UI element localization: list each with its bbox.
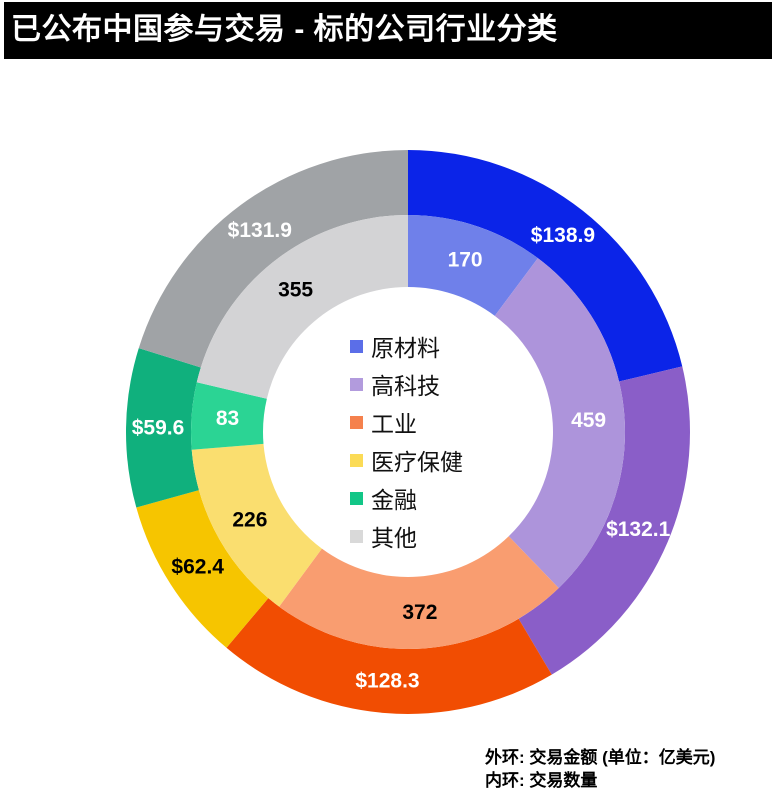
outer-ring-label-其他: $131.9	[228, 219, 292, 242]
outer-ring-segment-原材料	[408, 149, 683, 382]
outer-ring-segment-金融	[126, 348, 201, 508]
outer-ring-label-原材料: $138.9	[531, 224, 595, 247]
legend-swatch-原材料	[350, 339, 363, 353]
title-bar: 已公布中国参与交易 - 标的公司行业分类	[4, 2, 772, 59]
outer-ring-segment-高科技	[518, 366, 691, 675]
outer-ring-label-高科技: $132.1	[606, 518, 671, 541]
legend-item-金融: 金融	[350, 479, 510, 517]
outer-ring-segment-工业	[226, 598, 552, 714]
outer-ring-label-金融: $59.6	[132, 417, 185, 440]
inner-ring-segment-高科技	[494, 258, 626, 589]
inner-ring-segment-工业	[279, 536, 559, 650]
legend-label: 其他	[371, 525, 417, 551]
legend-label: 医疗保健	[371, 449, 463, 475]
legend-swatch-金融	[350, 491, 363, 505]
legend-label: 高科技	[371, 373, 440, 399]
legend-item-高科技: 高科技	[350, 365, 510, 403]
inner-ring-label-医疗保健: 226	[232, 509, 267, 532]
outer-ring-segment-医疗保健	[136, 490, 269, 648]
outer-ring-label-工业: $128.3	[355, 670, 419, 693]
legend-item-原材料: 原材料	[350, 327, 510, 365]
legend-item-医疗保健: 医疗保健	[350, 441, 510, 479]
inner-ring-label-高科技: 459	[571, 409, 606, 432]
inner-ring-label-金融: 83	[216, 407, 239, 430]
legend-item-工业: 工业	[350, 403, 510, 441]
legend-swatch-高科技	[350, 377, 363, 391]
inner-ring-label-原材料: 170	[448, 249, 483, 272]
legend-item-其他: 其他	[350, 517, 510, 555]
legend-label: 金融	[371, 487, 417, 513]
inner-ring-label-其他: 355	[278, 279, 313, 302]
chart-legend: 原材料高科技工业医疗保健金融其他	[350, 327, 510, 555]
legend-swatch-其他	[350, 529, 363, 543]
inner-ring-segment-原材料	[408, 215, 538, 316]
footnote-inner-ring: 内环: 交易数量	[485, 771, 598, 790]
outer-ring-segment-其他	[138, 150, 408, 368]
legend-swatch-工业	[350, 415, 363, 429]
chart-footnote: 外环: 交易金额 (单位：亿美元) 内环: 交易数量	[485, 746, 715, 792]
legend-label: 原材料	[371, 335, 440, 361]
inner-ring-segment-其他	[196, 215, 408, 399]
inner-ring-segment-医疗保健	[191, 443, 322, 607]
page-title: 已公布中国参与交易 - 标的公司行业分类	[11, 13, 558, 46]
legend-label: 工业	[371, 411, 417, 437]
legend-swatch-医疗保健	[350, 453, 363, 467]
outer-ring-label-医疗保健: $62.4	[171, 556, 224, 579]
footnote-outer-ring: 外环: 交易金额 (单位：亿美元)	[485, 748, 716, 767]
inner-ring-segment-金融	[190, 382, 267, 450]
inner-ring-label-工业: 372	[402, 601, 437, 624]
